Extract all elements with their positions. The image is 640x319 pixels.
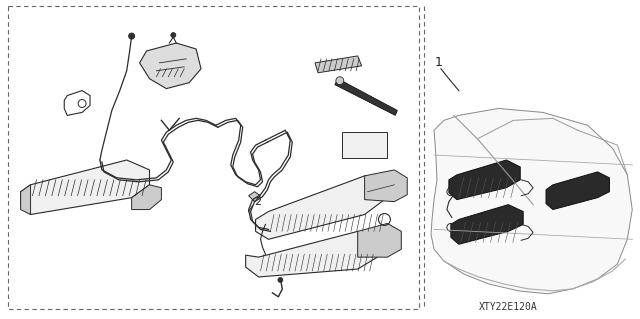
- Polygon shape: [358, 223, 401, 257]
- Polygon shape: [248, 192, 260, 202]
- Circle shape: [171, 33, 176, 38]
- Text: 1: 1: [435, 56, 443, 69]
- Polygon shape: [255, 176, 385, 239]
- Circle shape: [336, 77, 344, 85]
- Polygon shape: [365, 170, 407, 202]
- Polygon shape: [246, 231, 378, 277]
- Polygon shape: [431, 108, 632, 294]
- Polygon shape: [342, 132, 387, 158]
- Text: XTY22E120A: XTY22E120A: [479, 302, 538, 312]
- Polygon shape: [546, 172, 609, 210]
- Polygon shape: [335, 79, 397, 115]
- Polygon shape: [20, 185, 31, 214]
- Circle shape: [278, 278, 283, 282]
- Polygon shape: [451, 204, 524, 244]
- Polygon shape: [315, 56, 362, 73]
- Polygon shape: [449, 160, 520, 200]
- Text: 2: 2: [254, 197, 261, 207]
- Polygon shape: [132, 185, 161, 210]
- Circle shape: [129, 33, 134, 39]
- Polygon shape: [20, 160, 150, 214]
- Polygon shape: [140, 43, 201, 89]
